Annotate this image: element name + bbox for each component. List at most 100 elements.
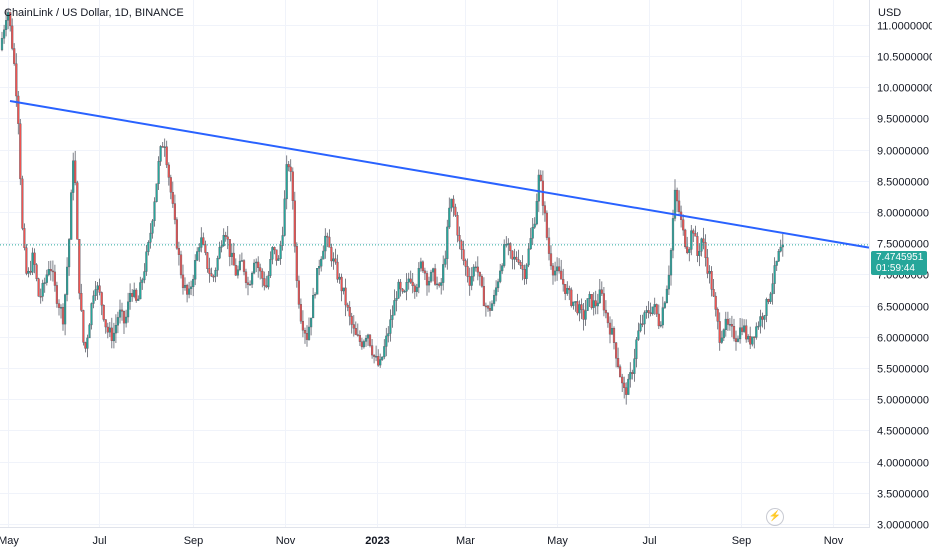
candle-body <box>210 273 213 277</box>
candle-body <box>490 303 494 311</box>
y-tick-label: 6.5000000 <box>877 302 929 314</box>
candle-body <box>301 321 304 331</box>
candle-body <box>582 309 585 320</box>
candle-body <box>88 324 91 339</box>
candle-body <box>72 160 75 193</box>
candle-body <box>720 337 723 343</box>
candle-body <box>206 252 209 270</box>
candle-body <box>192 279 195 288</box>
candle-body <box>472 266 475 277</box>
x-tick-label: May <box>0 535 19 547</box>
candle-body <box>775 260 778 266</box>
candle-body <box>397 281 400 299</box>
candle-body <box>102 305 105 320</box>
candle-body <box>415 287 418 292</box>
y-tick-label: 9.5000000 <box>877 114 929 126</box>
candle-body <box>25 247 28 274</box>
candle-body <box>352 324 355 329</box>
candle-body <box>767 299 770 302</box>
candle-body <box>606 312 609 324</box>
candle-body <box>263 278 266 286</box>
candle-body <box>114 325 117 334</box>
candle-body <box>151 220 154 234</box>
candle-body <box>200 237 203 248</box>
candle-body <box>293 200 296 247</box>
candle-body <box>222 234 225 246</box>
candle-body <box>773 265 776 284</box>
candle-body <box>202 237 205 245</box>
candle-body <box>118 309 122 318</box>
last-price-value: 7.4745951 <box>876 252 924 263</box>
candle-body <box>556 266 559 272</box>
candle-body <box>283 198 286 236</box>
bolt-icon[interactable]: ⚡ <box>766 508 784 526</box>
candle-body <box>637 330 640 340</box>
candle-body <box>271 247 274 260</box>
currency-label[interactable]: USD <box>878 7 902 19</box>
candle-body <box>198 247 201 252</box>
candle-body <box>220 245 223 248</box>
candle-body <box>478 271 481 277</box>
candle-body <box>554 270 557 276</box>
candle-body <box>104 319 107 328</box>
candle-body <box>507 243 510 245</box>
candle-body <box>482 286 485 307</box>
candle-body <box>651 306 654 314</box>
candle-body <box>474 266 477 269</box>
candle-body <box>92 295 95 304</box>
candle-body <box>228 239 231 257</box>
candle-body <box>297 280 300 305</box>
candle-body <box>519 262 522 266</box>
candle-body <box>33 252 36 265</box>
candle-body <box>619 366 622 378</box>
candle-body <box>698 250 701 256</box>
y-tick-label: 7.5000000 <box>877 239 929 251</box>
candle-body <box>655 304 658 315</box>
candle-body <box>126 301 130 318</box>
candle-body <box>183 285 187 288</box>
candle-body <box>635 339 638 360</box>
candle-body <box>277 258 280 261</box>
candle-body <box>124 316 128 324</box>
candle-body <box>342 287 345 292</box>
candle-body <box>360 341 363 348</box>
candle-body <box>322 250 325 260</box>
y-tick-label: 8.0000000 <box>877 208 929 220</box>
candle-body <box>604 309 607 314</box>
candle-body <box>724 318 727 331</box>
candle-body <box>344 287 347 306</box>
candle-body <box>246 282 250 285</box>
candle-body <box>163 146 166 148</box>
candle-body <box>484 305 487 308</box>
candle-body <box>647 310 650 313</box>
candle-body <box>446 226 449 259</box>
candle-body <box>533 223 536 228</box>
candle-body <box>694 232 697 237</box>
candle-body <box>0 38 4 51</box>
candle-body <box>751 336 754 345</box>
candle-body <box>267 275 270 288</box>
candle-body <box>590 294 593 308</box>
candle-body <box>425 273 429 286</box>
y-tick-label: 10.0000000 <box>877 83 932 95</box>
candle-body <box>429 271 433 282</box>
candle-body <box>704 242 707 258</box>
x-tick-label: Nov <box>276 535 296 547</box>
candle-body <box>586 298 589 311</box>
candle-body <box>61 307 65 325</box>
candle-body <box>470 276 473 286</box>
candle-body <box>49 269 52 272</box>
candle-body <box>515 256 518 260</box>
candle-body <box>128 293 132 302</box>
candle-body <box>226 236 229 240</box>
trendline[interactable] <box>9 100 870 249</box>
candle-body <box>346 304 349 308</box>
candle-body <box>411 281 414 287</box>
candle-body <box>159 146 162 162</box>
candle-body <box>488 308 492 311</box>
candle-body <box>578 304 581 314</box>
candle-body <box>547 237 551 254</box>
candle-body <box>401 288 404 292</box>
